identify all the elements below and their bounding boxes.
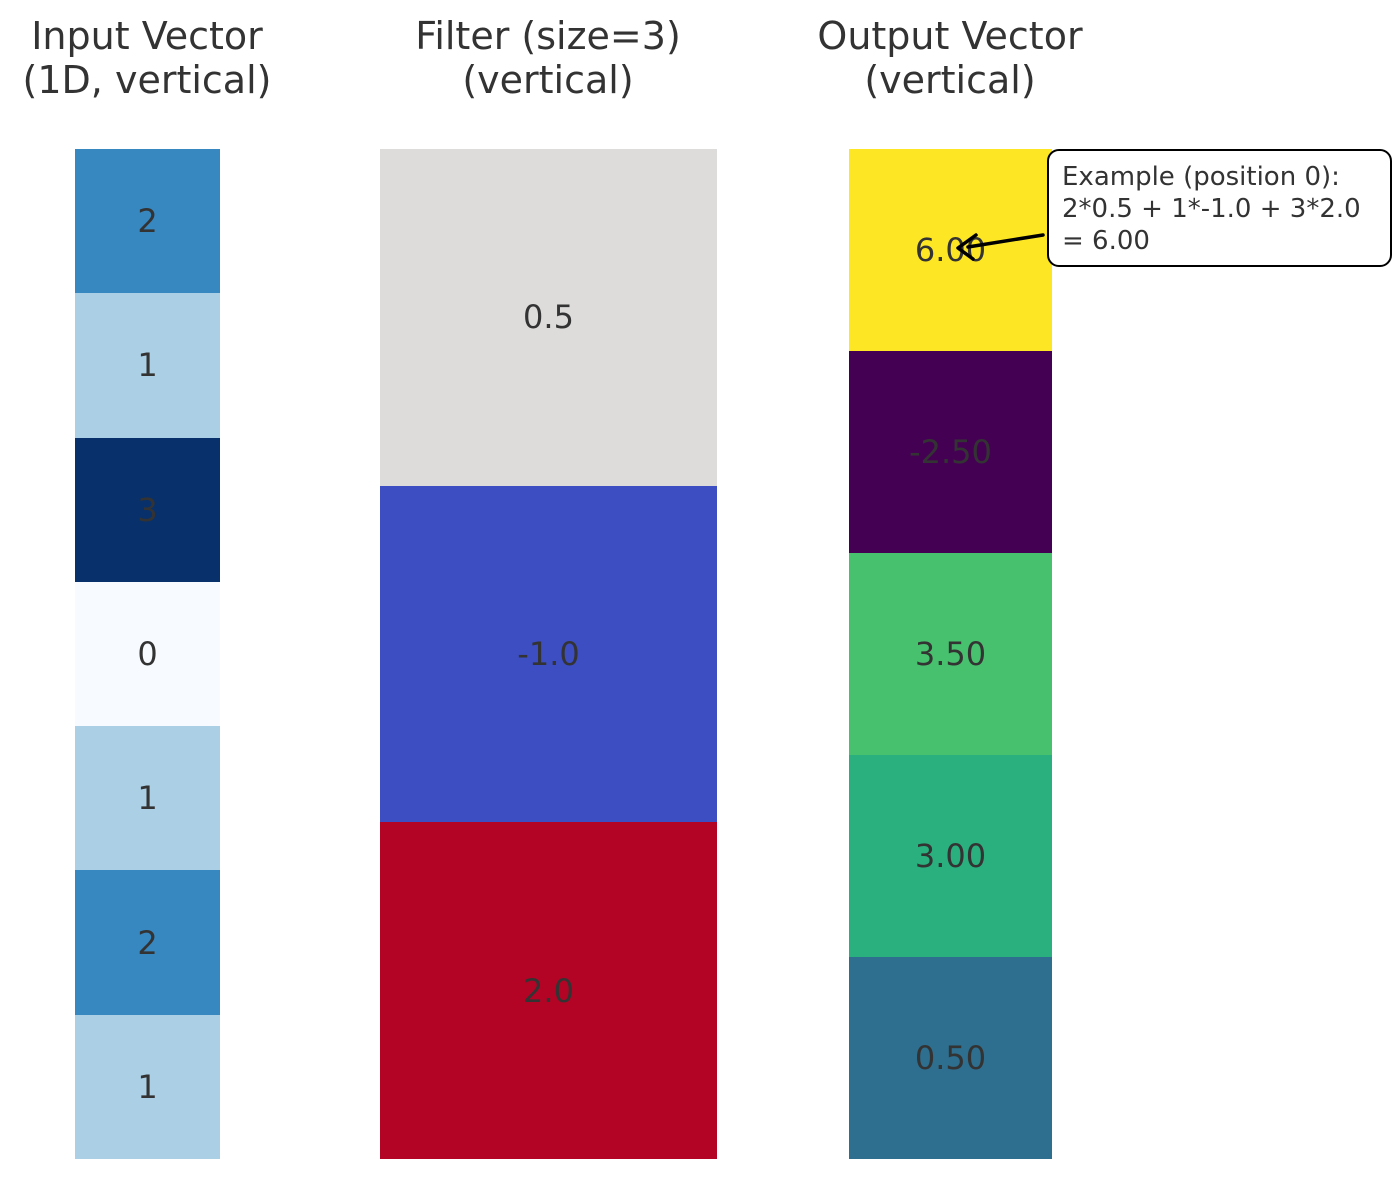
- output-cell-1: -2.50: [849, 351, 1052, 553]
- output-vector-title-line-1: Output Vector: [817, 14, 1083, 58]
- output-cell-2: 3.50: [849, 553, 1052, 755]
- input-cell-4: 1: [75, 726, 220, 871]
- output-cell-0: 6.00: [849, 149, 1052, 351]
- annotation-line-1: Example (position 0):: [1062, 162, 1340, 192]
- filter-cell-0: 0.5: [380, 149, 717, 486]
- input-vector-title-line-1: Input Vector: [31, 14, 263, 58]
- input-cell-1: 1: [75, 293, 220, 438]
- input-cell-0: 2: [75, 149, 220, 294]
- example-annotation-box: Example (position 0): 2*0.5 + 1*-1.0 + 3…: [1047, 149, 1392, 267]
- filter-column: 0.5 -1.0 2.0: [380, 149, 717, 1160]
- input-vector-title: Input Vector (1D, vertical): [23, 14, 272, 102]
- input-cell-5: 2: [75, 870, 220, 1015]
- input-vector-column: 2 1 3 0 1 2 1: [75, 149, 220, 1159]
- output-cell-3: 3.00: [849, 755, 1052, 957]
- filter-title-line-2: (vertical): [462, 58, 634, 102]
- output-vector-column: 6.00 -2.50 3.50 3.00 0.50: [849, 149, 1052, 1159]
- input-cell-2: 3: [75, 437, 220, 582]
- filter-cell-2: 2.0: [380, 822, 717, 1160]
- input-cell-3: 0: [75, 581, 220, 727]
- input-cell-6: 1: [75, 1014, 220, 1159]
- input-vector-title-line-2: (1D, vertical): [22, 58, 272, 102]
- filter-title-line-1: Filter (size=3): [415, 14, 681, 58]
- output-cell-4: 0.50: [849, 957, 1052, 1159]
- filter-cell-1: -1.0: [380, 485, 717, 823]
- filter-title: Filter (size=3) (vertical): [415, 14, 681, 102]
- output-vector-title-line-2: (vertical): [864, 58, 1036, 102]
- annotation-line-3: = 6.00: [1062, 226, 1150, 256]
- annotation-line-2: 2*0.5 + 1*-1.0 + 3*2.0: [1062, 194, 1361, 224]
- output-vector-title: Output Vector (vertical): [817, 14, 1082, 102]
